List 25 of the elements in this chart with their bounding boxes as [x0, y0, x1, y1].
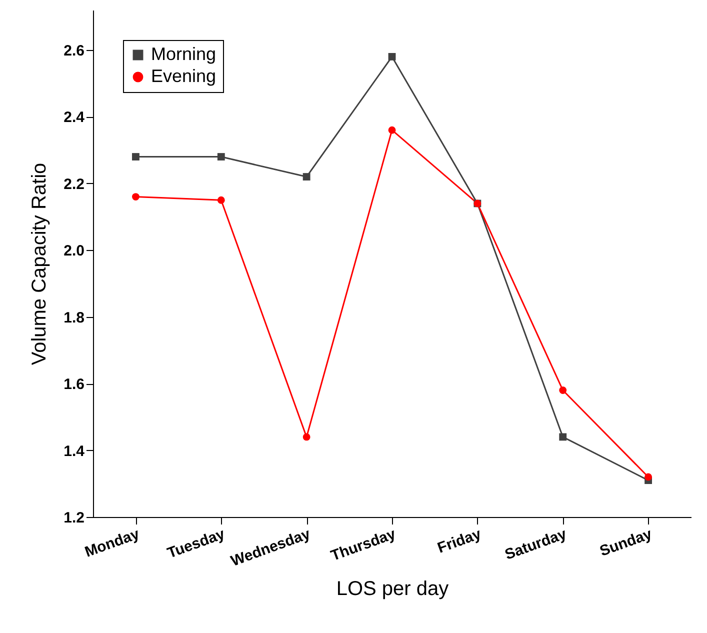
point	[217, 153, 225, 160]
point	[132, 193, 140, 200]
point	[388, 126, 396, 134]
y-tick-label: 2.2	[64, 176, 84, 193]
x-tick-label: Sunday	[598, 525, 655, 560]
y-tick-label: 2.6	[64, 42, 84, 60]
y-tick-label: 1.6	[64, 376, 84, 394]
y-tick-label: 1.8	[64, 309, 84, 326]
y-tick-label: 1.2	[64, 510, 84, 526]
point	[559, 386, 567, 394]
point	[217, 196, 225, 204]
x-axis-title: LOS per day	[336, 578, 449, 600]
y-axis-title: Volume Capacity Ratio	[28, 162, 51, 366]
y-tick-label: 1.4	[64, 442, 86, 460]
point	[302, 433, 310, 441]
point	[644, 473, 652, 481]
legend-label: Morning	[151, 44, 216, 64]
point	[132, 153, 140, 160]
point	[559, 433, 567, 441]
x-tick-label: Friday	[435, 525, 484, 557]
y-tick-label: 2.0	[64, 242, 84, 260]
point	[388, 52, 396, 60]
legend-label: Evening	[151, 66, 216, 86]
point	[302, 173, 310, 180]
y-tick-label: 2.4	[64, 109, 86, 126]
